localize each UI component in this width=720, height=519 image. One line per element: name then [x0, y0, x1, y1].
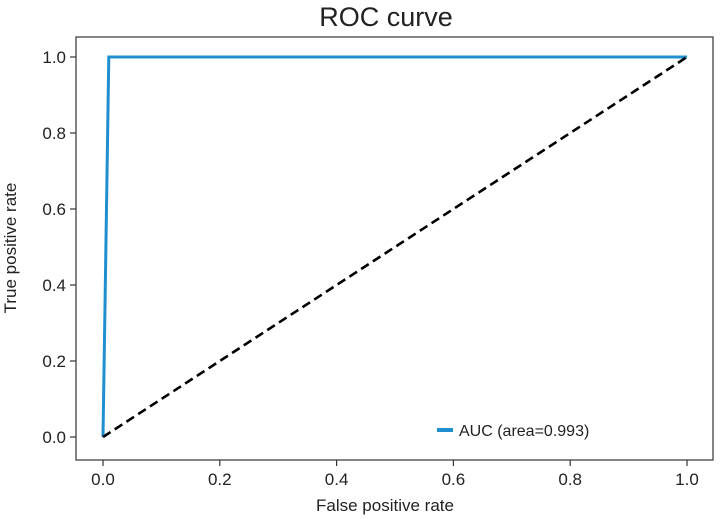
y-axis-label: True positive rate [1, 183, 20, 314]
chart-title: ROC curve [319, 2, 453, 32]
y-axis-ticks: 0.0 0.2 0.4 0.6 0.8 1.0 [42, 48, 76, 447]
plot-area [101, 55, 688, 439]
y-tick-label: 0.2 [42, 352, 66, 371]
legend: AUC (area=0.993) [437, 423, 589, 440]
legend-label: AUC (area=0.993) [459, 423, 589, 440]
roc-curve-line [101, 55, 687, 438]
x-tick-label: 0.8 [558, 470, 582, 489]
y-tick-label: 0.8 [42, 124, 66, 143]
chance-diagonal-line [102, 55, 688, 439]
x-axis-label: False positive rate [316, 496, 454, 515]
y-tick-label: 0.0 [42, 428, 66, 447]
x-tick-label: 1.0 [675, 470, 699, 489]
plot-frame [75, 36, 714, 461]
x-tick-label: 0.4 [325, 470, 349, 489]
x-axis-ticks: 0.0 0.2 0.4 0.6 0.8 1.0 [91, 460, 699, 489]
x-tick-label: 0.2 [208, 470, 232, 489]
x-tick-label: 0.0 [91, 470, 115, 489]
y-tick-label: 0.6 [42, 200, 66, 219]
y-tick-label: 0.4 [42, 276, 66, 295]
y-tick-label: 1.0 [42, 48, 66, 67]
x-tick-label: 0.6 [442, 470, 466, 489]
